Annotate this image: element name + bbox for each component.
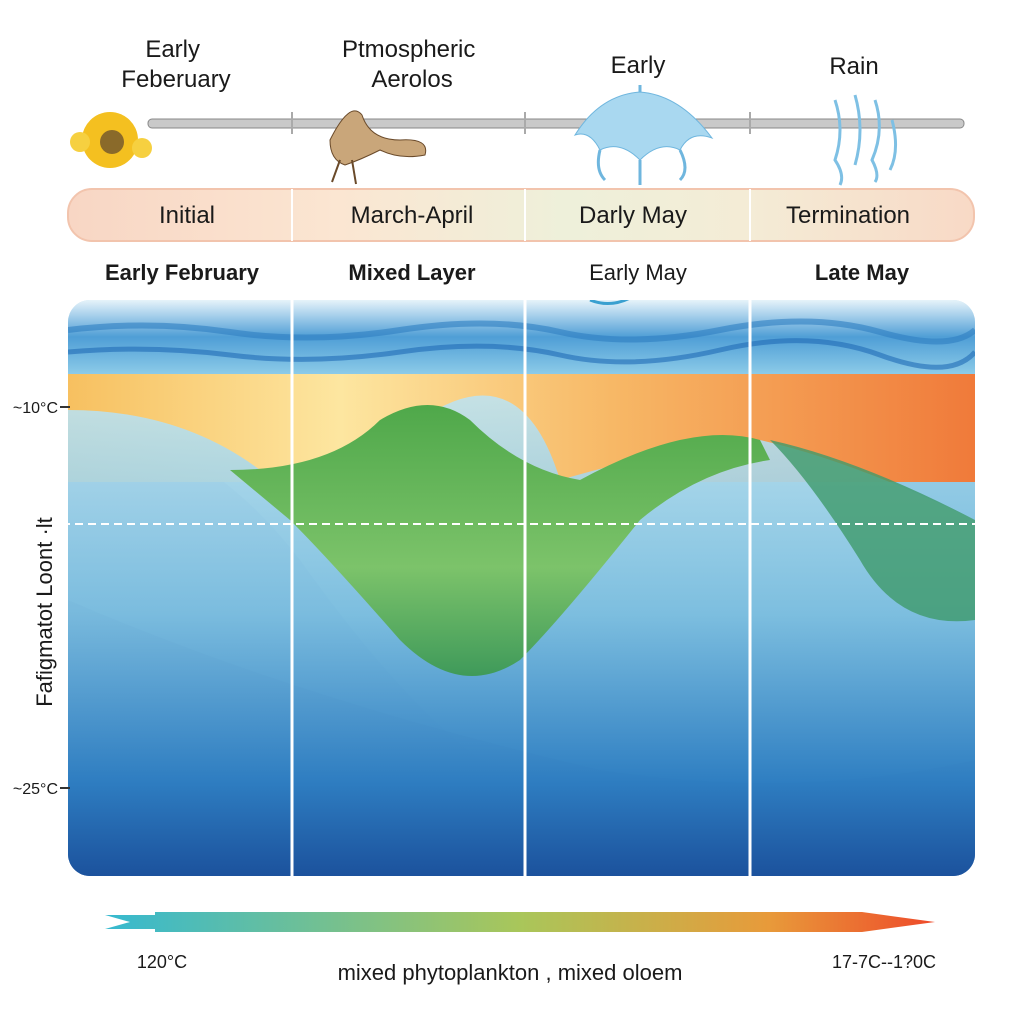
top-label: Early Feberuary xyxy=(121,36,230,93)
phase-label: Darly May xyxy=(579,202,687,229)
phase-label: Termination xyxy=(786,202,910,229)
column-header: Late May xyxy=(815,260,910,285)
scale-label: 17-7C--1?0C xyxy=(832,952,936,972)
axis-label: ~25°C xyxy=(13,781,58,798)
column-header: Early May xyxy=(589,260,687,285)
icon-sun xyxy=(70,112,152,168)
icon-jellyfish xyxy=(573,85,714,185)
icon-rain xyxy=(833,94,897,186)
icon-aerosol xyxy=(329,110,427,185)
axis-label: ~10°C xyxy=(13,400,58,417)
phase-bar xyxy=(67,188,975,242)
timeline-bar xyxy=(147,118,965,129)
top-label: Ptmospheric Aerolos xyxy=(342,36,482,93)
axis-title: Fafigmatot Loont ·lt xyxy=(32,517,57,707)
phase-label: Initial xyxy=(159,202,215,229)
scale-label: 120°C xyxy=(137,952,187,972)
top-label: Rain xyxy=(829,53,878,80)
ocean-panel xyxy=(68,300,975,876)
gradient-scale xyxy=(105,912,935,932)
top-label: Early xyxy=(611,52,666,79)
scale-caption: mixed phytoplankton , mixed oloem xyxy=(338,960,683,985)
column-header: Early February xyxy=(105,260,260,285)
column-header: Mixed Layer xyxy=(348,260,476,285)
phase-label: March-April xyxy=(351,202,474,229)
